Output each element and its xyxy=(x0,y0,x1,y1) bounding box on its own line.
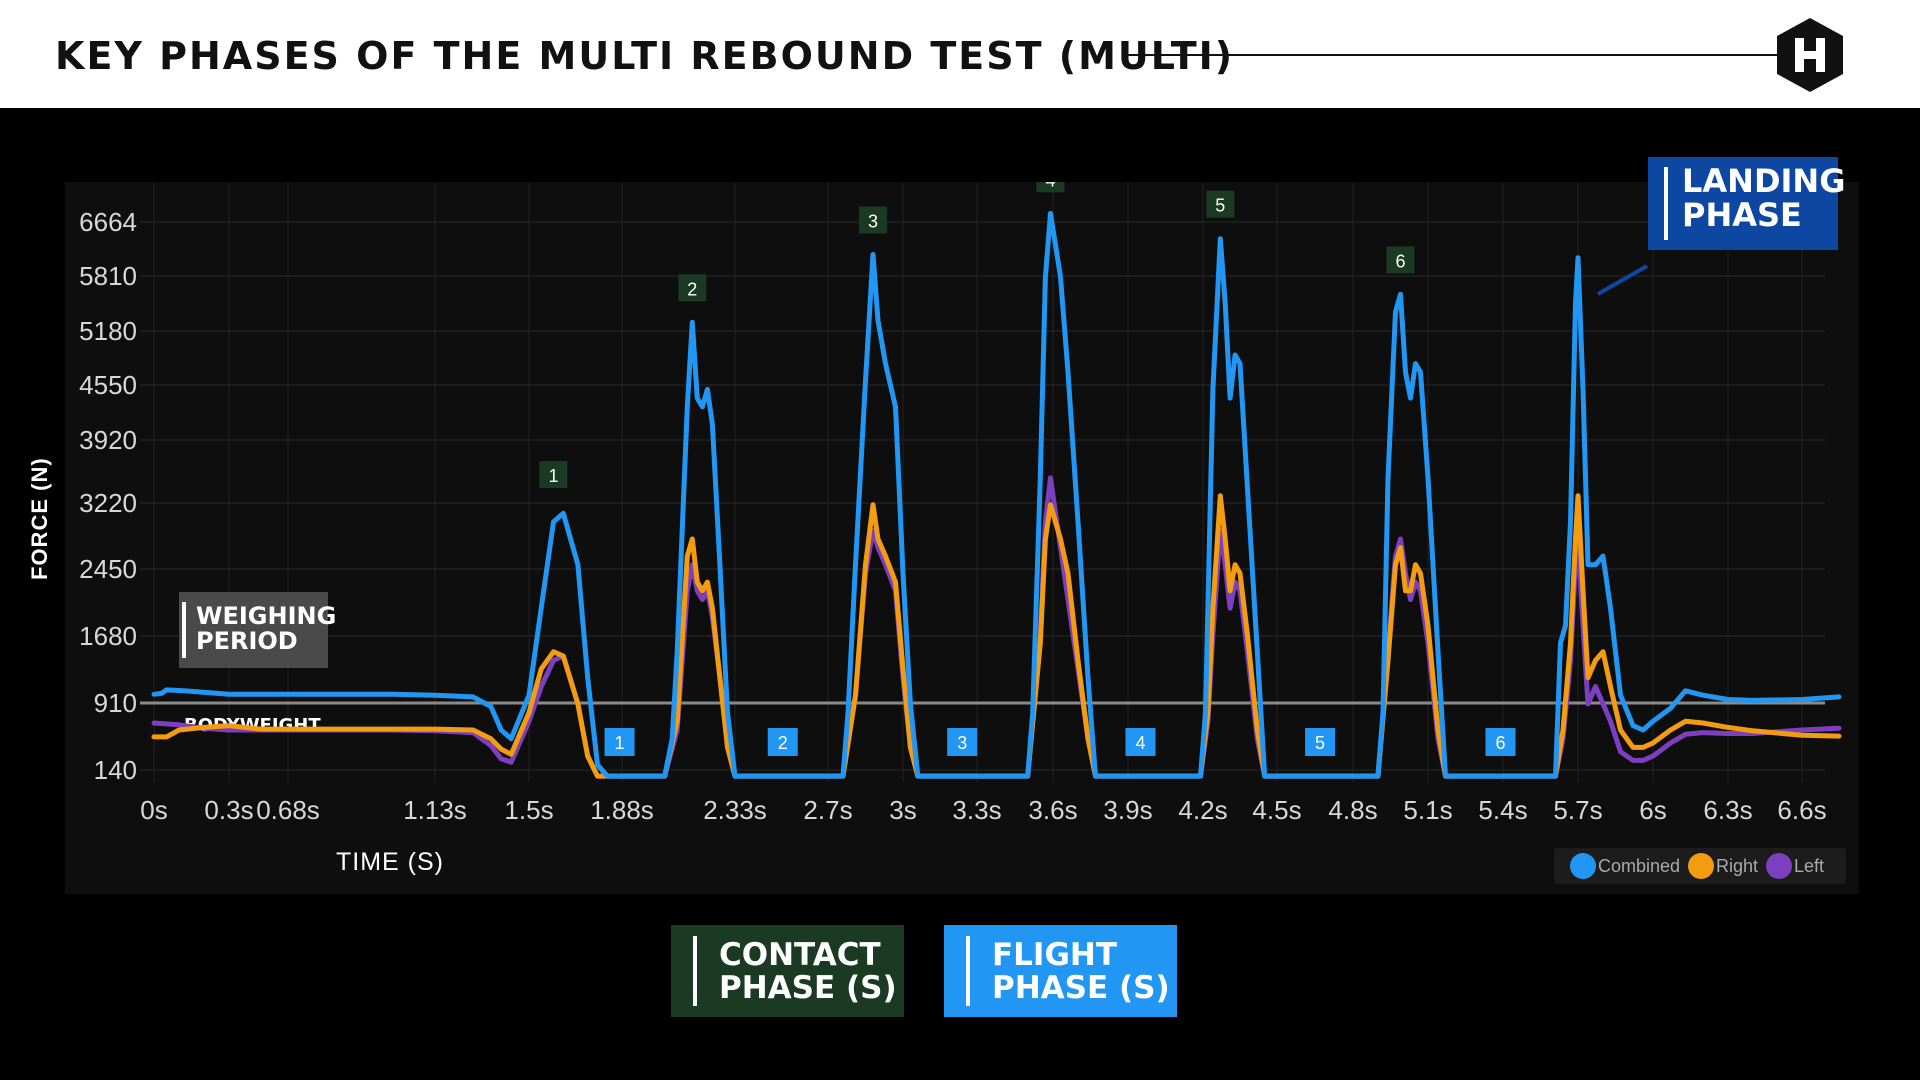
series-line-right xyxy=(151,493,1842,779)
flight-phase-number: 3 xyxy=(957,733,967,753)
x-tick-label: 3.6s xyxy=(1028,795,1077,825)
page-title: KEY PHASES OF THE MULTI REBOUND TEST (MU… xyxy=(55,34,1235,78)
y-tick-label: 140 xyxy=(94,755,137,785)
x-tick-label: 1.88s xyxy=(590,795,654,825)
y-tick-label: 4550 xyxy=(79,370,137,400)
flight-phase-number: 1 xyxy=(615,733,625,753)
x-tick-label: 4.8s xyxy=(1328,795,1377,825)
x-tick-label: 1.13s xyxy=(403,795,467,825)
contact-phase-number: 4 xyxy=(1045,182,1055,190)
contact-phase-marker xyxy=(1386,246,1415,274)
flight-phase-marker xyxy=(947,728,978,756)
y-axis-label: FORCE (N) xyxy=(27,457,52,580)
legend-dot-left xyxy=(1766,853,1792,879)
flight-phase-number: 4 xyxy=(1135,733,1145,753)
header-bar: KEY PHASES OF THE MULTI REBOUND TEST (MU… xyxy=(0,0,1920,108)
legend-label-combined: Combined xyxy=(1598,856,1681,876)
x-tick-label: 0s xyxy=(140,795,167,825)
y-tick-label: 6664 xyxy=(79,207,137,237)
contact-phase-marker xyxy=(859,206,887,234)
x-tick-label: 5.1s xyxy=(1403,795,1452,825)
x-tick-label: 6.6s xyxy=(1777,795,1826,825)
y-tick-label: 3920 xyxy=(79,425,137,455)
x-tick-label: 6s xyxy=(1639,795,1666,825)
weighing-period-text: WEIGHING PERIOD xyxy=(196,602,337,656)
x-tick-label: 0.3s xyxy=(204,795,253,825)
landing-phase-callout: LANDING PHASE xyxy=(1648,157,1845,250)
y-tick-label: 1680 xyxy=(79,621,137,651)
x-tick-label: 2.33s xyxy=(703,795,767,825)
callout-bar xyxy=(1664,167,1668,240)
contact-phase-label: CONTACT PHASE (S) xyxy=(719,937,897,1006)
contact-phase-marker xyxy=(1036,182,1065,193)
contact-phase-number: 2 xyxy=(687,279,697,299)
x-axis-label: TIME (S) xyxy=(336,848,444,876)
x-tick-label: 4.5s xyxy=(1252,795,1301,825)
contact-phase-number: 1 xyxy=(548,466,558,486)
legend-dot-right xyxy=(1688,853,1714,879)
flight-phase-key: FLIGHT PHASE (S) xyxy=(944,925,1177,1017)
contact-phase-key: CONTACT PHASE (S) xyxy=(671,925,904,1017)
flight-phase-label: FLIGHT PHASE (S) xyxy=(992,937,1170,1006)
x-tick-label: 2.7s xyxy=(803,795,852,825)
legend-label-right: Right xyxy=(1716,856,1759,876)
key-bar xyxy=(693,936,697,1006)
flight-phase-marker xyxy=(1125,728,1156,756)
x-tick-label: 5.4s xyxy=(1478,795,1527,825)
y-tick-label: 2450 xyxy=(79,554,137,584)
contact-phase-marker xyxy=(1206,190,1235,218)
title-divider xyxy=(1126,54,1780,56)
x-tick-label: 3.3s xyxy=(952,795,1001,825)
x-tick-label: 3s xyxy=(889,795,916,825)
x-tick-label: 6.3s xyxy=(1703,795,1752,825)
series-legend: Combined Right Left xyxy=(1554,848,1846,884)
flight-phase-marker xyxy=(604,728,635,756)
flight-phase-marker xyxy=(767,728,798,756)
landing-phase-text: LANDING PHASE xyxy=(1682,162,1846,234)
flight-phase-marker xyxy=(1305,728,1336,756)
x-tick-label: 1.5s xyxy=(504,795,553,825)
chart-panel: 140 910 1680 2450 3220 3920 4550 5180 5810 6664 0s… xyxy=(65,182,1859,894)
y-tick-label: 5810 xyxy=(79,261,137,291)
x-tick-label: 4.2s xyxy=(1178,795,1227,825)
x-tick-label: 5.7s xyxy=(1553,795,1602,825)
flight-phase-number: 6 xyxy=(1495,733,1505,753)
contact-phase-marker xyxy=(678,274,707,302)
flight-phase-number: 5 xyxy=(1315,733,1325,753)
contact-phase-number: 3 xyxy=(868,212,878,232)
hexagon-h-logo-icon xyxy=(1777,18,1843,92)
y-tick-label: 5180 xyxy=(79,316,137,346)
x-tick-label: 0.68s xyxy=(256,795,320,825)
key-bar xyxy=(966,936,970,1006)
landing-pointer xyxy=(1597,264,1648,296)
legend-label-left: Left xyxy=(1794,856,1825,876)
x-tick-label: 3.9s xyxy=(1103,795,1152,825)
weighing-period-callout: WEIGHING PERIOD xyxy=(179,592,336,668)
y-tick-label: 910 xyxy=(94,688,137,718)
contact-phase-number: 6 xyxy=(1395,251,1405,271)
series-line-combined xyxy=(151,210,1842,779)
force-time-chart: 140 910 1680 2450 3220 3920 4550 5180 5810 6664 0s… xyxy=(79,182,1842,825)
callout-bar xyxy=(182,602,186,658)
y-tick-label: 3220 xyxy=(79,488,137,518)
legend-dot-combined xyxy=(1570,853,1596,879)
flight-phase-number: 2 xyxy=(778,733,788,753)
contact-phase-number: 5 xyxy=(1215,196,1225,216)
flight-phase-marker xyxy=(1485,728,1516,756)
contact-phase-marker xyxy=(539,461,568,488)
